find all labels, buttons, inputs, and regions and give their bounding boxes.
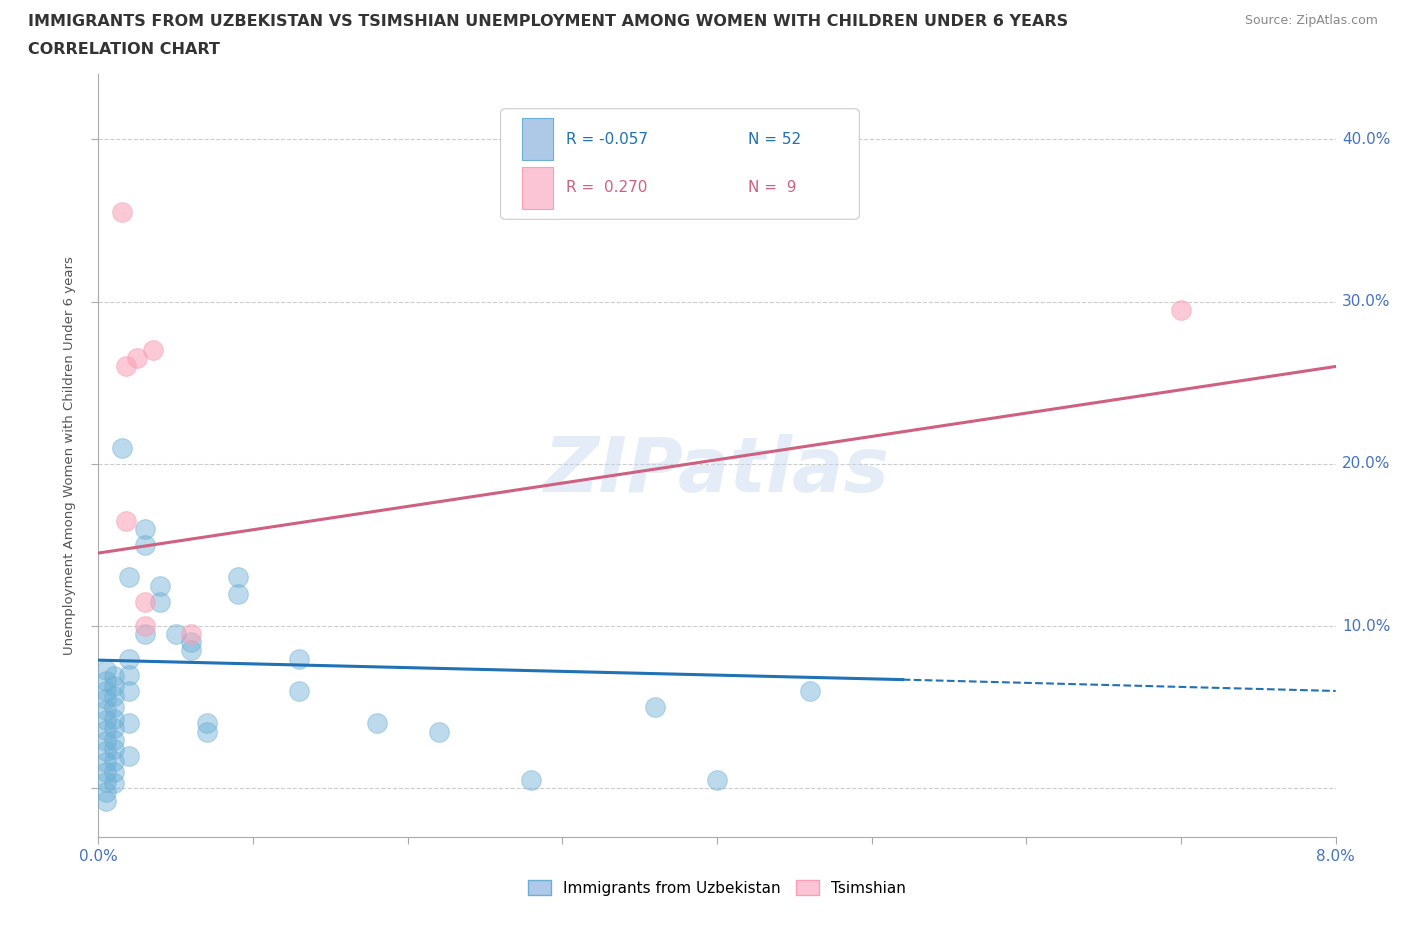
Point <box>226 570 249 585</box>
Point <box>96 692 118 707</box>
Text: 20.0%: 20.0% <box>1341 457 1391 472</box>
Point <box>644 699 666 714</box>
Point <box>96 723 118 737</box>
Point <box>149 578 172 593</box>
Point <box>96 794 118 809</box>
Point <box>103 711 125 726</box>
Point <box>180 635 202 650</box>
Point <box>180 627 202 642</box>
Point <box>103 688 125 703</box>
Point <box>141 343 165 358</box>
Point <box>118 570 141 585</box>
Point <box>118 684 141 698</box>
FancyBboxPatch shape <box>522 166 553 209</box>
Point <box>127 351 149 365</box>
Point <box>149 594 172 609</box>
Point <box>520 773 543 788</box>
Point <box>799 684 821 698</box>
Point <box>195 716 218 731</box>
Point <box>103 753 125 768</box>
Point <box>165 627 187 642</box>
Point <box>96 662 118 677</box>
Text: 10.0%: 10.0% <box>1341 618 1391 633</box>
Y-axis label: Unemployment Among Women with Children Under 6 years: Unemployment Among Women with Children U… <box>62 257 76 655</box>
Point <box>134 538 156 552</box>
Point <box>96 744 118 759</box>
Point <box>96 755 118 770</box>
Point <box>103 679 125 694</box>
Point <box>288 651 311 666</box>
Text: 30.0%: 30.0% <box>1341 294 1391 309</box>
Text: N =  9: N = 9 <box>748 180 796 195</box>
Point <box>134 627 156 642</box>
Point <box>134 522 156 537</box>
Point <box>134 594 156 609</box>
Point <box>1170 302 1192 317</box>
Point <box>118 716 141 731</box>
Point <box>96 734 118 749</box>
FancyBboxPatch shape <box>522 118 553 160</box>
Text: 40.0%: 40.0% <box>1341 132 1391 147</box>
Text: Source: ZipAtlas.com: Source: ZipAtlas.com <box>1244 14 1378 27</box>
Text: R =  0.270: R = 0.270 <box>567 180 648 195</box>
Text: CORRELATION CHART: CORRELATION CHART <box>28 42 219 57</box>
Point <box>111 205 132 219</box>
Point <box>180 643 202 658</box>
Point <box>103 776 125 790</box>
Text: ZIPatlas: ZIPatlas <box>544 434 890 508</box>
Point <box>706 773 728 788</box>
Point <box>115 513 138 528</box>
Point <box>118 749 141 764</box>
Point <box>366 716 388 731</box>
Point <box>288 684 311 698</box>
Point <box>103 669 125 684</box>
Text: R = -0.057: R = -0.057 <box>567 131 648 147</box>
Text: N = 52: N = 52 <box>748 131 801 147</box>
Point <box>115 359 138 374</box>
FancyBboxPatch shape <box>501 109 859 219</box>
Point <box>103 732 125 747</box>
Point <box>96 674 118 689</box>
Point <box>96 764 118 779</box>
Text: IMMIGRANTS FROM UZBEKISTAN VS TSIMSHIAN UNEMPLOYMENT AMONG WOMEN WITH CHILDREN U: IMMIGRANTS FROM UZBEKISTAN VS TSIMSHIAN … <box>28 14 1069 29</box>
Point <box>427 724 450 739</box>
Point <box>103 764 125 779</box>
Point <box>195 724 218 739</box>
Point <box>118 651 141 666</box>
Point <box>96 712 118 727</box>
Point <box>96 684 118 698</box>
Point <box>118 668 141 683</box>
Point <box>103 699 125 714</box>
Point <box>96 775 118 790</box>
Point <box>134 618 156 633</box>
Point <box>226 586 249 601</box>
Legend: Immigrants from Uzbekistan, Tsimshian: Immigrants from Uzbekistan, Tsimshian <box>522 873 912 902</box>
Point <box>111 440 132 455</box>
Point <box>96 784 118 799</box>
Point <box>103 721 125 736</box>
Point <box>103 742 125 757</box>
Point <box>96 703 118 718</box>
